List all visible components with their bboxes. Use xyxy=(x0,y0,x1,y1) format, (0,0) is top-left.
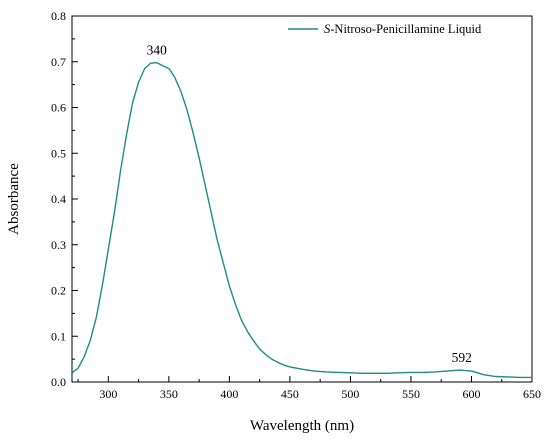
x-axis-ticks: 300 350 400 450 500 550 600 650 xyxy=(77,376,541,401)
y-tick-label: 0.6 xyxy=(51,101,66,115)
peak-label: 592 xyxy=(452,350,472,365)
x-axis-title: Wavelength (nm) xyxy=(250,418,354,434)
y-tick-label: 0.7 xyxy=(51,55,66,69)
legend-label-italic: S xyxy=(324,22,331,36)
y-tick-label: 0.2 xyxy=(51,284,66,298)
x-tick-label: 450 xyxy=(281,387,299,401)
y-tick-label: 0.0 xyxy=(51,375,66,389)
x-tick-label: 400 xyxy=(220,387,238,401)
x-tick-label: 650 xyxy=(523,387,541,401)
legend-label-rest: -Nitroso-Penicillamine Liquid xyxy=(330,22,482,36)
x-tick-label: 300 xyxy=(99,387,117,401)
legend-label: S-Nitroso-Penicillamine Liquid xyxy=(324,22,482,36)
y-tick-label: 0.1 xyxy=(51,329,66,343)
y-tick-label: 0.8 xyxy=(51,9,66,23)
series-line xyxy=(71,61,532,379)
y-tick-label: 0.3 xyxy=(51,238,66,252)
x-tick-label: 350 xyxy=(160,387,178,401)
legend: S-Nitroso-Penicillamine Liquid xyxy=(288,22,482,36)
x-tick-label: 500 xyxy=(341,387,359,401)
plot-frame xyxy=(71,15,533,383)
y-tick-label: 0.5 xyxy=(51,146,66,160)
x-tick-label: 600 xyxy=(462,387,480,401)
y-tick-label: 0.4 xyxy=(51,192,66,206)
y-axis-ticks: 0.0 0.1 0.2 0.3 0.4 0.5 0.6 0.7 0.8 xyxy=(51,9,78,389)
x-tick-label: 550 xyxy=(402,387,420,401)
peak-label: 340 xyxy=(147,43,168,58)
peak-annotations: 340 592 xyxy=(147,43,472,365)
y-axis-title: Absorbance xyxy=(6,163,22,235)
